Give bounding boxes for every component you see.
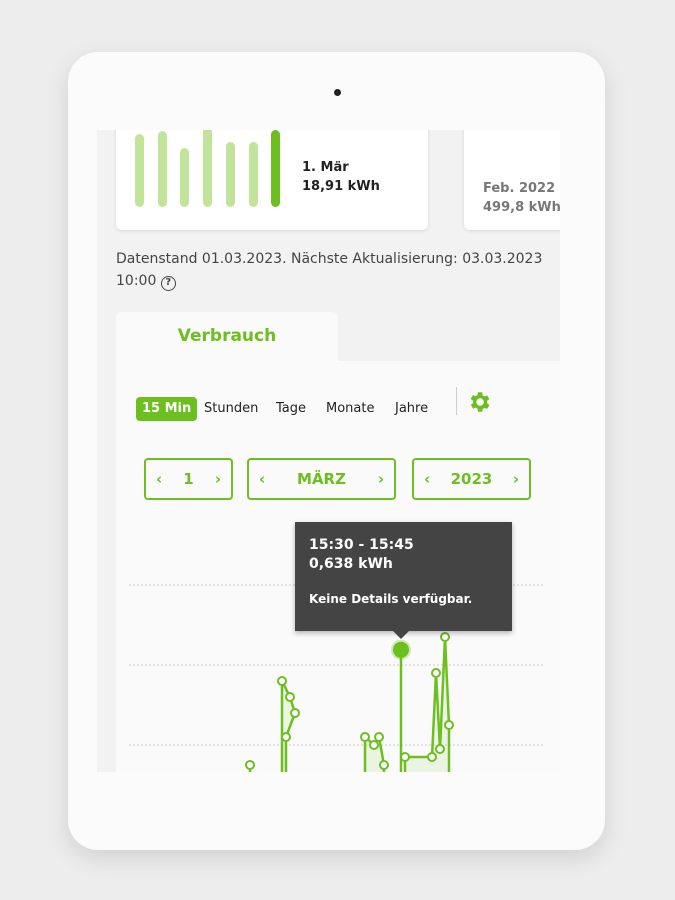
month-date: Feb. 2022: [483, 181, 556, 196]
data-point[interactable]: [277, 676, 287, 686]
daily-summary-card[interactable]: 1. Mär 18,91 kWh: [116, 130, 428, 230]
gear-icon[interactable]: [466, 389, 492, 415]
tab-verbrauch[interactable]: Verbrauch: [116, 312, 338, 362]
app-screen: 1. Mär 18,91 kWh Feb. 2022 499,8 kWh Dat…: [97, 130, 560, 772]
mini-bar: [248, 141, 258, 207]
summary-value: 18,91 kWh: [302, 179, 380, 194]
period-stunden[interactable]: Stunden: [204, 401, 259, 416]
year-value: 2023: [450, 470, 493, 488]
month-selector[interactable]: ‹ MÄRZ ›: [247, 458, 396, 500]
consumption-line-chart[interactable]: [97, 130, 560, 772]
mini-bar: [271, 130, 281, 207]
monthly-summary-card[interactable]: Feb. 2022 499,8 kWh: [464, 130, 560, 230]
summary-date: 1. Mär: [302, 160, 349, 175]
prev-year-icon[interactable]: ‹: [424, 470, 431, 488]
divider: [456, 387, 457, 415]
mini-bar: [225, 141, 235, 207]
data-point[interactable]: [290, 708, 300, 718]
camera: [334, 89, 341, 96]
data-point[interactable]: [285, 692, 295, 702]
mini-bar: [135, 133, 144, 207]
help-icon[interactable]: ?: [160, 276, 176, 291]
data-point[interactable]: [245, 760, 255, 770]
data-point[interactable]: [360, 732, 370, 742]
mini-bar: [180, 148, 190, 207]
data-point[interactable]: [281, 732, 291, 742]
mini-bar: [203, 130, 213, 207]
data-point[interactable]: [400, 752, 410, 762]
prev-day-icon[interactable]: ‹: [156, 470, 163, 488]
prev-month-icon[interactable]: ‹: [259, 470, 266, 488]
tooltip-time: 15:30 - 15:45: [309, 537, 414, 553]
tooltip-value: 0,638 kWh: [309, 556, 393, 572]
period-jahre[interactable]: Jahre: [395, 401, 429, 416]
year-selector[interactable]: ‹ 2023 ›: [412, 458, 531, 500]
data-status: Datenstand 01.03.2023. Nächste Aktualisi…: [116, 248, 560, 292]
chart-tooltip: 15:30 - 15:45 0,638 kWh Keine Details ve…: [295, 522, 512, 639]
next-year-icon[interactable]: ›: [512, 470, 519, 488]
data-point[interactable]: [444, 720, 454, 730]
month-value: 499,8 kWh: [483, 200, 560, 215]
data-point[interactable]: [435, 744, 445, 754]
data-point[interactable]: [374, 732, 384, 742]
selected-data-point[interactable]: [391, 639, 411, 660]
data-point[interactable]: [369, 740, 379, 750]
next-month-icon[interactable]: ›: [377, 470, 384, 488]
series-line: [280, 680, 297, 772]
period-monate[interactable]: Monate: [326, 401, 375, 416]
day-value: 1: [183, 470, 194, 488]
mini-bar: [157, 131, 167, 207]
period-15min[interactable]: 15 Min: [136, 397, 198, 421]
tooltip-details: Keine Details verfügbar.: [309, 592, 473, 606]
next-day-icon[interactable]: ›: [214, 470, 221, 488]
month-value: MÄRZ: [297, 470, 346, 488]
data-point[interactable]: [431, 668, 441, 678]
status-text: Datenstand 01.03.2023. Nächste Aktualisi…: [116, 251, 543, 289]
day-selector[interactable]: ‹ 1 ›: [144, 458, 233, 500]
data-point[interactable]: [379, 760, 389, 770]
data-point[interactable]: [440, 632, 450, 642]
mini-bar-chart: [135, 130, 295, 207]
data-point[interactable]: [427, 752, 437, 762]
period-tage[interactable]: Tage: [276, 401, 307, 416]
